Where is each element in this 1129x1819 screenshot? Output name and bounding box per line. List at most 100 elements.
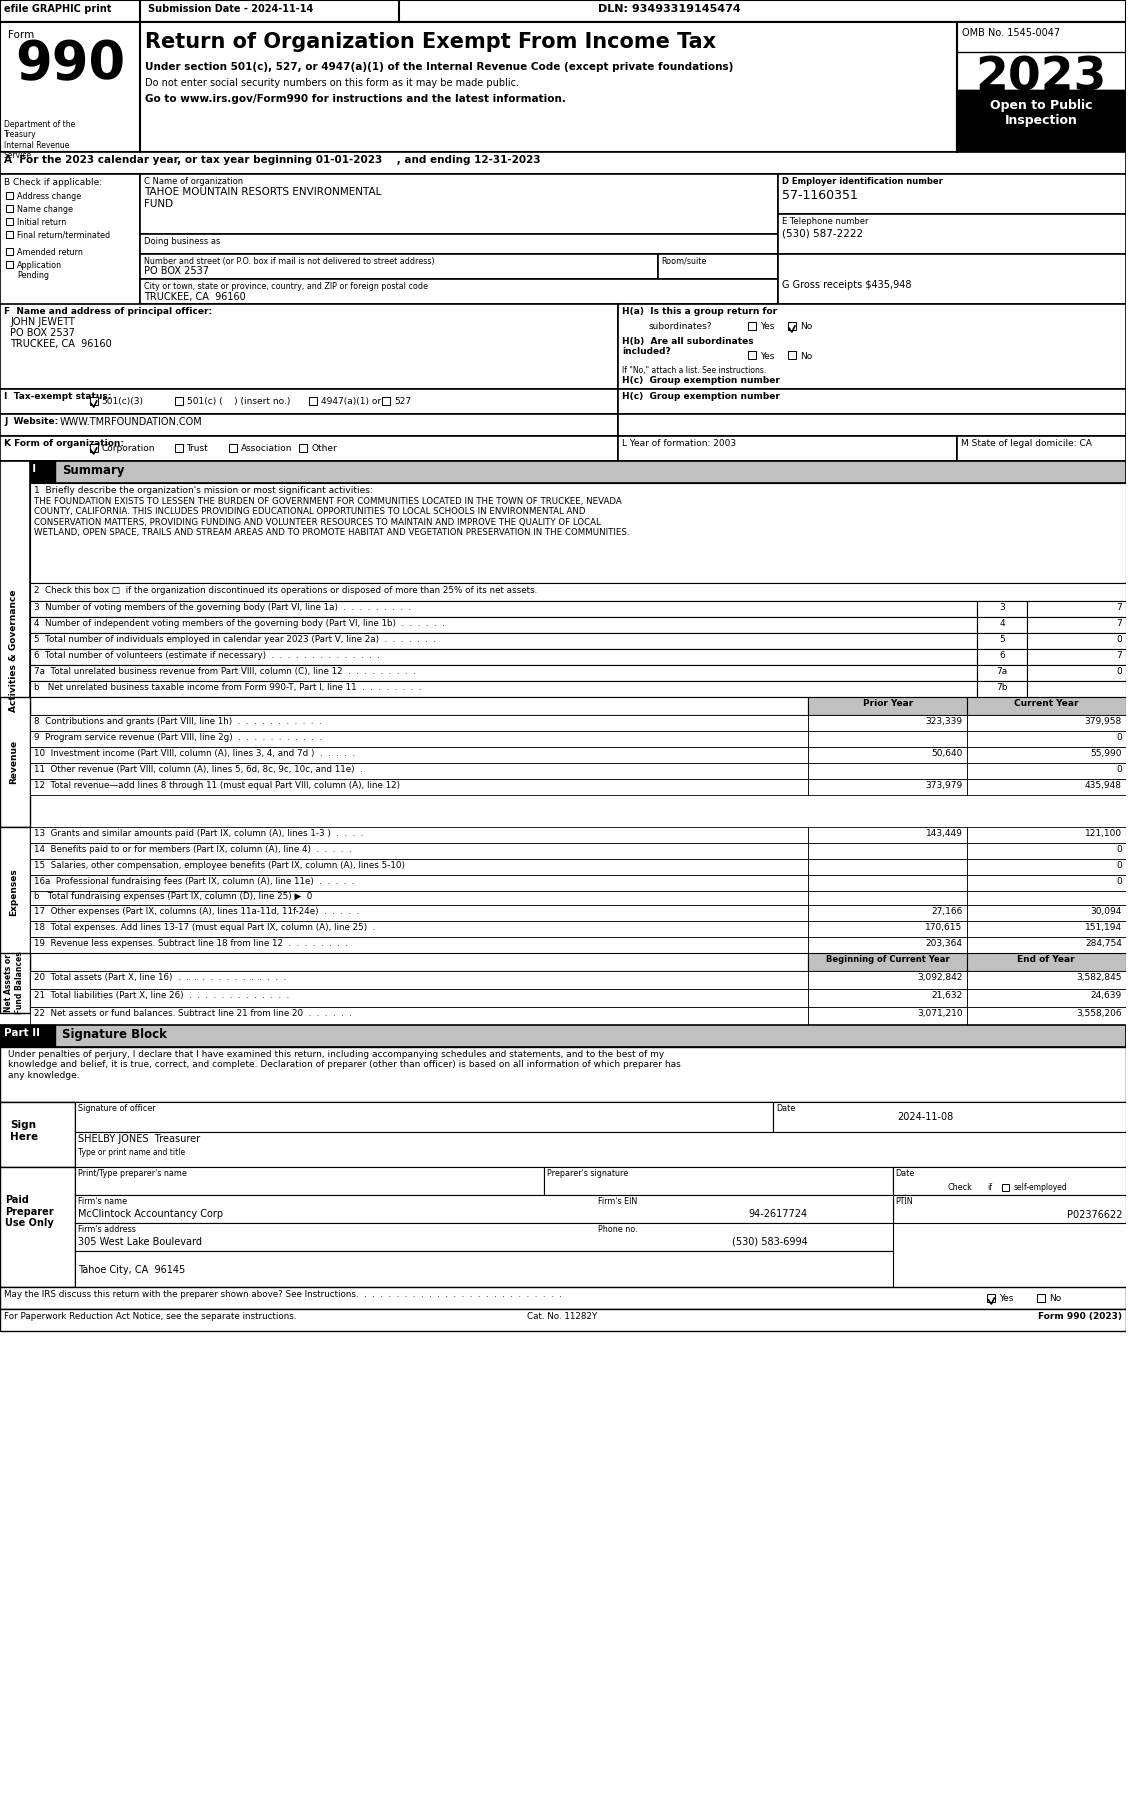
Text: 50,640: 50,640 bbox=[931, 749, 962, 759]
Text: 0: 0 bbox=[1117, 766, 1122, 775]
Bar bbox=[30, 906, 808, 920]
Bar bbox=[30, 666, 978, 680]
Text: 1  Briefly describe the organization's mission or most significant activities:: 1 Briefly describe the organization's mi… bbox=[34, 486, 373, 495]
Text: b   Net unrelated business taxable income from Form 990-T, Part I, line 11  .  .: b Net unrelated business taxable income … bbox=[34, 682, 421, 691]
Text: F  Name and address of principal officer:: F Name and address of principal officer: bbox=[5, 307, 212, 317]
Text: Current Year: Current Year bbox=[1014, 698, 1078, 708]
Bar bbox=[968, 920, 1126, 937]
Text: 7: 7 bbox=[1117, 604, 1122, 611]
Bar bbox=[1027, 600, 1126, 617]
Text: Signature Block: Signature Block bbox=[62, 1028, 167, 1040]
Bar bbox=[0, 437, 619, 460]
Bar bbox=[978, 617, 1027, 633]
Bar bbox=[893, 1195, 1126, 1222]
Text: 94-2617724: 94-2617724 bbox=[749, 1210, 808, 1219]
Text: Paid
Preparer
Use Only: Paid Preparer Use Only bbox=[5, 1195, 54, 1228]
Bar bbox=[75, 1131, 1126, 1168]
Bar bbox=[75, 1222, 893, 1251]
Text: Revenue: Revenue bbox=[9, 740, 18, 784]
Bar bbox=[75, 1102, 773, 1131]
Text: B Check if applicable:: B Check if applicable: bbox=[5, 178, 102, 187]
Text: Return of Organization Exempt From Income Tax: Return of Organization Exempt From Incom… bbox=[145, 33, 716, 53]
Text: Firm's EIN: Firm's EIN bbox=[598, 1197, 638, 1206]
Bar bbox=[778, 215, 1126, 255]
Bar bbox=[808, 875, 968, 891]
Text: Type or print name and title: Type or print name and title bbox=[78, 1148, 185, 1157]
Text: TRUCKEE, CA  96160: TRUCKEE, CA 96160 bbox=[143, 293, 245, 302]
Text: Sign
Here: Sign Here bbox=[10, 1121, 38, 1142]
Text: Trust: Trust bbox=[186, 444, 208, 453]
Bar bbox=[0, 828, 30, 957]
Text: self-employed: self-employed bbox=[1014, 1182, 1067, 1191]
Text: 14  Benefits paid to or for members (Part IX, column (A), line 4)  .  .  .  .  .: 14 Benefits paid to or for members (Part… bbox=[34, 846, 351, 853]
Text: TRUCKEE, CA  96160: TRUCKEE, CA 96160 bbox=[10, 338, 112, 349]
Text: Doing business as: Doing business as bbox=[143, 236, 220, 246]
Text: Address change: Address change bbox=[17, 193, 81, 202]
Text: 3  Number of voting members of the governing body (Part VI, line 1a)  .  .  .  .: 3 Number of voting members of the govern… bbox=[34, 604, 411, 611]
Bar bbox=[1003, 1184, 1009, 1190]
Bar bbox=[0, 697, 30, 828]
Text: 4: 4 bbox=[999, 618, 1005, 628]
Text: I  Tax-exempt status:: I Tax-exempt status: bbox=[5, 393, 112, 400]
Bar bbox=[749, 351, 756, 358]
Bar bbox=[140, 255, 658, 278]
Bar bbox=[30, 584, 1126, 600]
Bar bbox=[968, 715, 1126, 731]
Bar bbox=[30, 842, 808, 859]
Bar bbox=[788, 351, 796, 358]
Text: 435,948: 435,948 bbox=[1085, 780, 1122, 789]
Bar bbox=[0, 460, 30, 840]
Bar bbox=[175, 397, 183, 406]
Text: 6: 6 bbox=[999, 651, 1005, 660]
Text: 24,639: 24,639 bbox=[1091, 991, 1122, 1000]
Bar bbox=[968, 762, 1126, 779]
Bar bbox=[0, 175, 140, 395]
Bar bbox=[968, 697, 1126, 715]
Text: Net Assets or
Fund Balances: Net Assets or Fund Balances bbox=[5, 951, 24, 1015]
Text: 7a  Total unrelated business revenue from Part VIII, column (C), line 12  .  .  : 7a Total unrelated business revenue from… bbox=[34, 668, 415, 677]
Text: 2023: 2023 bbox=[975, 56, 1106, 102]
Text: THE FOUNDATION EXISTS TO LESSEN THE BURDEN OF GOVERNMENT FOR COMMUNITIES LOCATED: THE FOUNDATION EXISTS TO LESSEN THE BURD… bbox=[34, 497, 629, 537]
Bar bbox=[0, 0, 1126, 22]
Text: b   Total fundraising expenses (Part IX, column (D), line 25) ▶  0: b Total fundraising expenses (Part IX, c… bbox=[34, 891, 313, 900]
Text: 21  Total liabilities (Part X, line 26)  .  .  .  .  .  .  .  .  .  .  .  .  .: 21 Total liabilities (Part X, line 26) .… bbox=[34, 991, 289, 1000]
Text: Tahoe City, CA  96145: Tahoe City, CA 96145 bbox=[78, 1264, 185, 1275]
Text: 5: 5 bbox=[999, 635, 1005, 644]
Text: TAHOE MOUNTAIN RESORTS ENVIRONMENTAL
FUND: TAHOE MOUNTAIN RESORTS ENVIRONMENTAL FUN… bbox=[143, 187, 380, 209]
Text: 284,754: 284,754 bbox=[1085, 939, 1122, 948]
Text: Part I: Part I bbox=[5, 464, 36, 475]
Bar bbox=[968, 1008, 1126, 1024]
Text: H(c)  Group exemption number: H(c) Group exemption number bbox=[622, 377, 780, 386]
Bar bbox=[0, 1102, 75, 1168]
Bar bbox=[808, 859, 968, 875]
Bar bbox=[893, 1168, 1126, 1195]
Text: 7a: 7a bbox=[997, 668, 1008, 677]
Bar bbox=[0, 304, 619, 389]
Bar bbox=[6, 193, 12, 200]
Text: Firm's name: Firm's name bbox=[78, 1197, 126, 1206]
Text: Do not enter social security numbers on this form as it may be made public.: Do not enter social security numbers on … bbox=[145, 78, 518, 87]
Text: McClintock Accountancy Corp: McClintock Accountancy Corp bbox=[78, 1210, 222, 1219]
Bar bbox=[968, 953, 1126, 971]
Text: 0: 0 bbox=[1117, 635, 1122, 644]
Bar bbox=[0, 415, 619, 437]
Bar bbox=[808, 762, 968, 779]
Text: 7: 7 bbox=[1117, 651, 1122, 660]
Bar bbox=[978, 680, 1027, 697]
Bar bbox=[30, 937, 808, 953]
Bar bbox=[968, 990, 1126, 1008]
Text: 3: 3 bbox=[999, 604, 1005, 611]
Text: 27,166: 27,166 bbox=[931, 908, 962, 917]
Text: 20  Total assets (Part X, line 16)  .  .  .  .  .  .  .  .  .  .  .  .  .  .: 20 Total assets (Part X, line 16) . . . … bbox=[34, 973, 286, 982]
Bar bbox=[808, 953, 968, 971]
Bar bbox=[978, 649, 1027, 666]
Bar bbox=[988, 1293, 996, 1302]
Bar bbox=[968, 906, 1126, 920]
Text: E Telephone number: E Telephone number bbox=[782, 216, 868, 226]
Bar bbox=[968, 859, 1126, 875]
Text: Yes: Yes bbox=[760, 322, 774, 331]
Text: if: if bbox=[988, 1182, 992, 1191]
Text: 9  Program service revenue (Part VIII, line 2g)  .  .  .  .  .  .  .  .  .  .  .: 9 Program service revenue (Part VIII, li… bbox=[34, 733, 322, 742]
Bar bbox=[968, 875, 1126, 891]
Bar bbox=[140, 278, 778, 304]
